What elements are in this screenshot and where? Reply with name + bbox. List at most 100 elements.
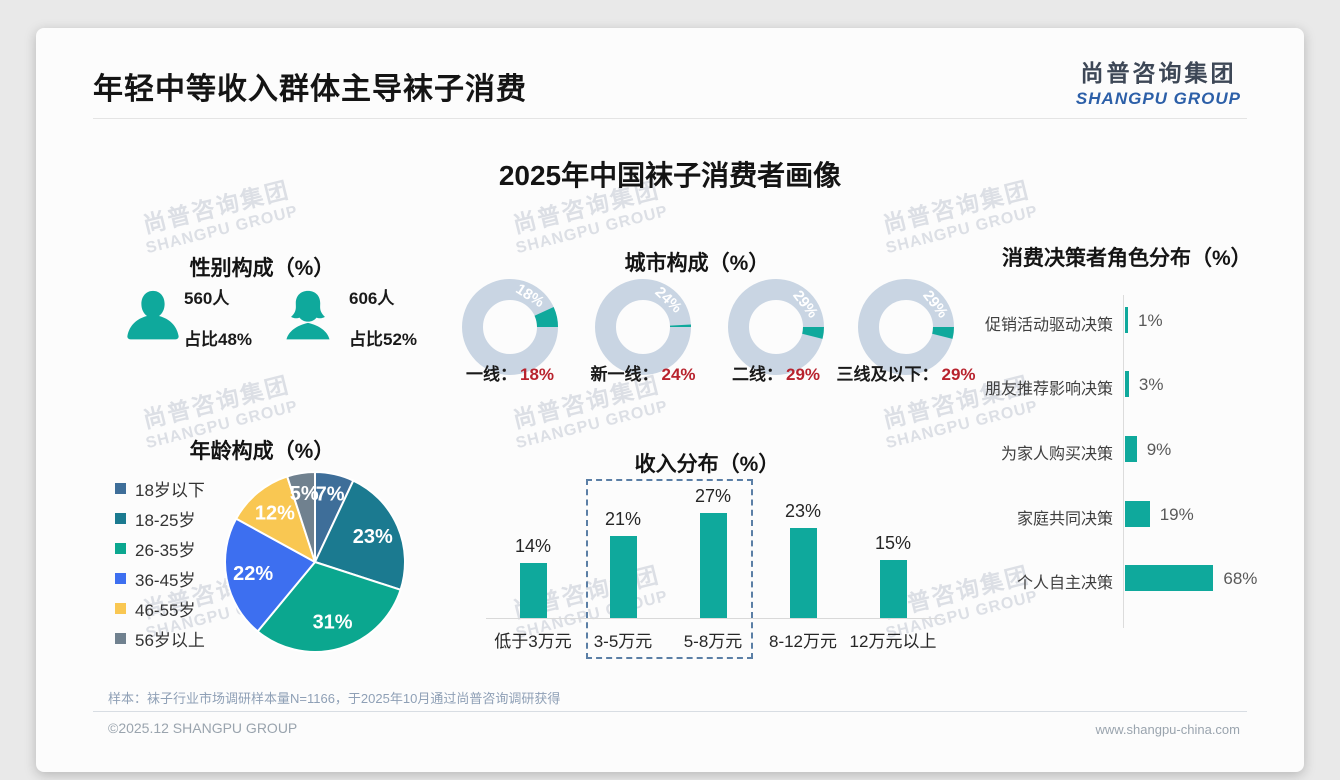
legend-marker (115, 602, 126, 614)
donut-二线: 29% (728, 279, 824, 375)
pie-slice-label: 12% (255, 502, 295, 524)
donut-三线及以下: 29% (858, 279, 954, 375)
income-category-label: 12万元以上 (849, 632, 937, 651)
donut-caption-value: 29% (785, 365, 821, 384)
male-icon (122, 280, 184, 356)
legend-label: 26-35岁 (135, 540, 196, 560)
legend-marker (115, 512, 126, 524)
male-stats: 560人 占比48% (184, 284, 252, 350)
legend-label: 56岁以上 (135, 630, 205, 650)
legend-label: 18岁以下 (135, 480, 205, 500)
legend-item-46-55岁: 46-55岁 (115, 597, 205, 620)
income-value-label: 15% (874, 532, 912, 553)
decision-bar-chart: 促销活动驱动决策 1% 朋友推荐影响决策 3% 为家人购买决策 9% 家庭共同决策 19% 个人… (36, 28, 1304, 772)
donut-caption-value: 29% (941, 365, 976, 384)
income-value-label: 14% (514, 536, 552, 557)
income-bar (699, 512, 727, 618)
company-logo: 尚普咨询集团 SHANGPU GROUP (1076, 54, 1241, 109)
decision-bar (1125, 565, 1214, 591)
decision-category-label: 为家人购买决策 (1000, 446, 1113, 463)
income-bar (609, 536, 637, 618)
donut-caption-label: 三线及以下： (836, 365, 939, 384)
legend-item-26-35岁: 26-35岁 (115, 537, 205, 560)
pie-slice-label: 22% (233, 563, 273, 585)
donut-caption: 一线： 18% (425, 360, 595, 385)
income-category-label: 8-12万元 (768, 632, 838, 651)
donut-caption-value: 24% (661, 365, 696, 384)
pie-slice-36-45岁 (224, 517, 316, 633)
decision-category-label: 个人自主决策 (1016, 575, 1113, 592)
donut-caption-label: 新一线： (590, 365, 659, 384)
income-bar (519, 563, 547, 618)
page-title: 年轻中等收入群体主导袜子消费 (93, 73, 527, 106)
donut-caption: 三线及以下： 29% (821, 360, 991, 385)
legend-item-18-25岁: 18-25岁 (115, 507, 205, 530)
age-legend: 18岁以下 18-25岁 26-35岁 36-45岁 46-55岁 56岁以上 (115, 477, 205, 657)
decision-category-label: 促销活动驱动决策 (984, 317, 1113, 334)
decision-category-label: 家庭共同决策 (1016, 511, 1113, 528)
legend-item-18岁以下: 18岁以下 (115, 477, 205, 500)
header-divider (93, 118, 1247, 119)
legend-item-56岁以上: 56岁以上 (115, 627, 205, 650)
age-pie-chart: 7% 23% 31% 22% 12%5% (224, 471, 406, 653)
decision-axis-line (1123, 295, 1124, 628)
legend-label: 46-55岁 (135, 600, 196, 620)
city-donut-charts: 18% 一线： 18% 24% 新一线： 24% 29% 二线： 29% 29% 三线及以下： 29% (36, 28, 1304, 772)
female-stats: 606人 占比52% (349, 284, 417, 350)
decision-value-label: 1% (1138, 311, 1163, 330)
female-share: 占比52% (349, 330, 418, 349)
legend-item-36-45岁: 36-45岁 (115, 567, 205, 590)
main-title: 2025年中国袜子消费者画像 (498, 160, 842, 191)
female-icon (277, 280, 339, 356)
logo-text-en: SHANGPU GROUP (1075, 89, 1241, 108)
logo-text-cn: 尚普咨询集团 (1080, 60, 1237, 86)
decision-bar (1125, 371, 1129, 397)
donut-caption-label: 二线： (731, 365, 783, 384)
slide-content: 年轻中等收入群体主导袜子消费 尚普咨询集团 SHANGPU GROUP 2025… (36, 28, 1304, 772)
slide-card: 尚普咨询集团 SHANGPU GROUP 尚普咨询集团 SHANGPU GROUP 尚普… (36, 28, 1304, 772)
age-chart-title: 年龄构成（%） (189, 440, 335, 463)
website-text: www.shangpu-china.com (1095, 722, 1240, 737)
male-count: 560人 (184, 289, 230, 308)
legend-marker (115, 542, 126, 554)
decision-category-label: 朋友推荐影响决策 (984, 381, 1113, 398)
decision-bar (1125, 307, 1128, 333)
pie-slice-label: 7% (316, 484, 345, 506)
city-chart-title: 城市构成（%） (624, 252, 770, 275)
gender-chart-title: 性别构成（%） (189, 257, 335, 280)
legend-marker (115, 482, 126, 494)
donut-caption-label: 一线： (465, 365, 517, 384)
decision-chart-title: 消费决策者角色分布（%） (1002, 247, 1252, 270)
donut-新一线: 24% (595, 279, 691, 375)
income-value-label: 21% (604, 509, 642, 530)
income-category-label: 3-5万元 (593, 632, 653, 651)
decision-bar (1125, 501, 1150, 527)
legend-label: 36-45岁 (135, 570, 196, 590)
copyright-text: ©2025.12 SHANGPU GROUP (108, 720, 298, 736)
income-chart-title: 收入分布（%） (634, 453, 780, 476)
pie-slice-label: 5% (290, 483, 319, 505)
income-axis-line (486, 618, 941, 619)
legend-label: 18-25岁 (135, 510, 196, 530)
pie-slice-56岁以上 (286, 471, 316, 563)
decision-value-label: 9% (1146, 440, 1172, 459)
pie-slice-26-35岁 (256, 561, 402, 653)
legend-marker (115, 632, 126, 644)
income-bar-chart: 14% 低于3万元 21% 3-5万元 27% 5-8万元 23% 8-12万元 15% 12万元… (36, 28, 1304, 772)
donut-caption-value: 18% (519, 365, 555, 384)
donut-caption: 二线： 29% (691, 360, 861, 385)
income-value-label: 27% (694, 485, 732, 506)
pie-slice-46-55岁 (235, 475, 316, 563)
donut-caption: 新一线： 24% (558, 360, 728, 385)
decision-bar (1125, 436, 1137, 462)
income-highlight-box (586, 479, 753, 659)
donut-一线: 18% (462, 279, 558, 375)
decision-value-label: 19% (1159, 505, 1194, 524)
footer-divider (93, 711, 1247, 712)
pie-slice-label: 31% (313, 611, 353, 633)
income-category-label: 5-8万元 (683, 632, 743, 651)
sample-footnote: 样本：袜子行业市场调研样本量N=1166，于2025年10月通过尚普咨询调研获得 (108, 691, 561, 706)
decision-value-label: 68% (1223, 569, 1258, 588)
income-bar (789, 528, 817, 618)
